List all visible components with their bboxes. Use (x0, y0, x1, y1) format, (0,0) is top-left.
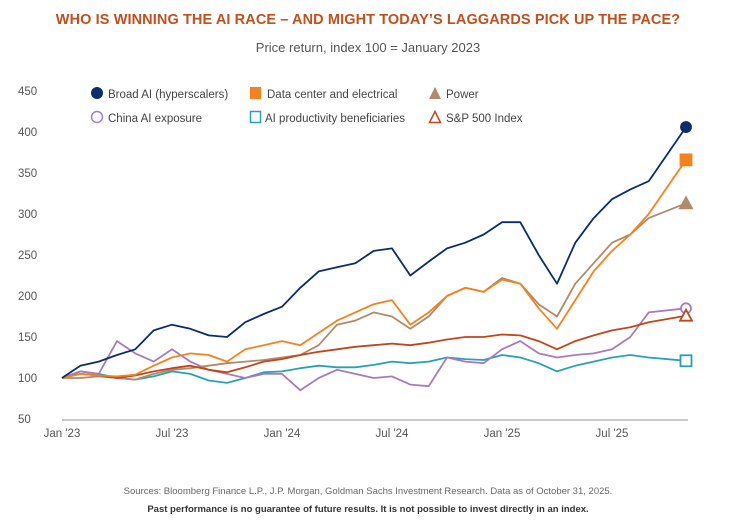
y-tick-label: 50 (18, 414, 31, 426)
sources-note: Sources: Bloomberg Finance L.P., J.P. Mo… (123, 486, 613, 497)
legend-item-china-ai: China AI exposure (90, 108, 202, 125)
series-line-power (62, 202, 687, 381)
legend-item-broad-ai: Broad AI (hyperscalers) (90, 84, 228, 101)
series-line-broad-ai-hyperscalers (61, 126, 687, 379)
x-tick-label: Jul '25 (596, 428, 629, 440)
x-tick-label: Jan '25 (484, 428, 521, 440)
x-tick-label: Jul '24 (376, 428, 409, 440)
y-tick-label: 250 (18, 250, 37, 262)
chart-title: WHO IS WINNING THE AI RACE – AND MIGHT T… (55, 12, 681, 28)
line-chart: 50 100 150 200 250 300 350 400 450 Jan '23 Jul '23… (18, 86, 694, 440)
end-marker-s-p-500-index (678, 307, 694, 322)
legend-label: AI productivity beneficiaries (265, 113, 405, 125)
square-filled-icon (250, 87, 261, 99)
end-marker-data-center-and-electrical (679, 153, 693, 167)
chart-subtitle: Price return, index 100 = January 2023 (255, 40, 481, 55)
x-tick-label: Jul '23 (156, 428, 189, 440)
end-marker-broad-ai-hyperscalers (680, 121, 692, 133)
circle-filled-icon (91, 87, 103, 99)
end-marker-power (678, 195, 694, 210)
legend-item-ai-productivity: AI productivity beneficiaries (249, 108, 405, 125)
series-line-data-center-and-electrical (61, 159, 687, 379)
end-marker-ai-productivity-beneficiaries (679, 354, 693, 368)
legend-item-sp500: S&P 500 Index (428, 108, 523, 125)
legend-label: China AI exposure (108, 113, 202, 125)
series-line-s-p-500-index (61, 314, 687, 379)
x-tick-label: Jan '23 (44, 428, 81, 440)
triangle-filled-icon (429, 87, 441, 99)
series-line-china-ai-exposure (61, 307, 687, 392)
y-tick-label: 400 (18, 127, 37, 139)
y-tick-label: 150 (18, 332, 37, 344)
y-tick-label: 200 (18, 291, 37, 303)
x-tick-label: Jan '24 (264, 428, 301, 440)
circle-open-icon (90, 110, 104, 124)
triangle-open-icon (428, 109, 442, 124)
legend-label: Data center and electrical (267, 89, 398, 101)
legend-item-data-center: Data center and electrical (249, 84, 397, 101)
disclaimer: Past performance is no guarantee of futu… (147, 504, 589, 515)
y-tick-label: 100 (18, 373, 37, 385)
legend-label: S&P 500 Index (446, 113, 523, 125)
square-open-icon (249, 110, 262, 124)
y-tick-label: 300 (18, 209, 37, 221)
legend-item-power: Power (428, 84, 479, 101)
legend-label: Power (446, 89, 479, 101)
legend-label: Broad AI (hyperscalers) (108, 89, 229, 101)
y-tick-label: 350 (18, 168, 37, 180)
y-tick-label: 450 (18, 86, 37, 98)
series-line-ai-productivity-beneficiaries (61, 354, 687, 384)
